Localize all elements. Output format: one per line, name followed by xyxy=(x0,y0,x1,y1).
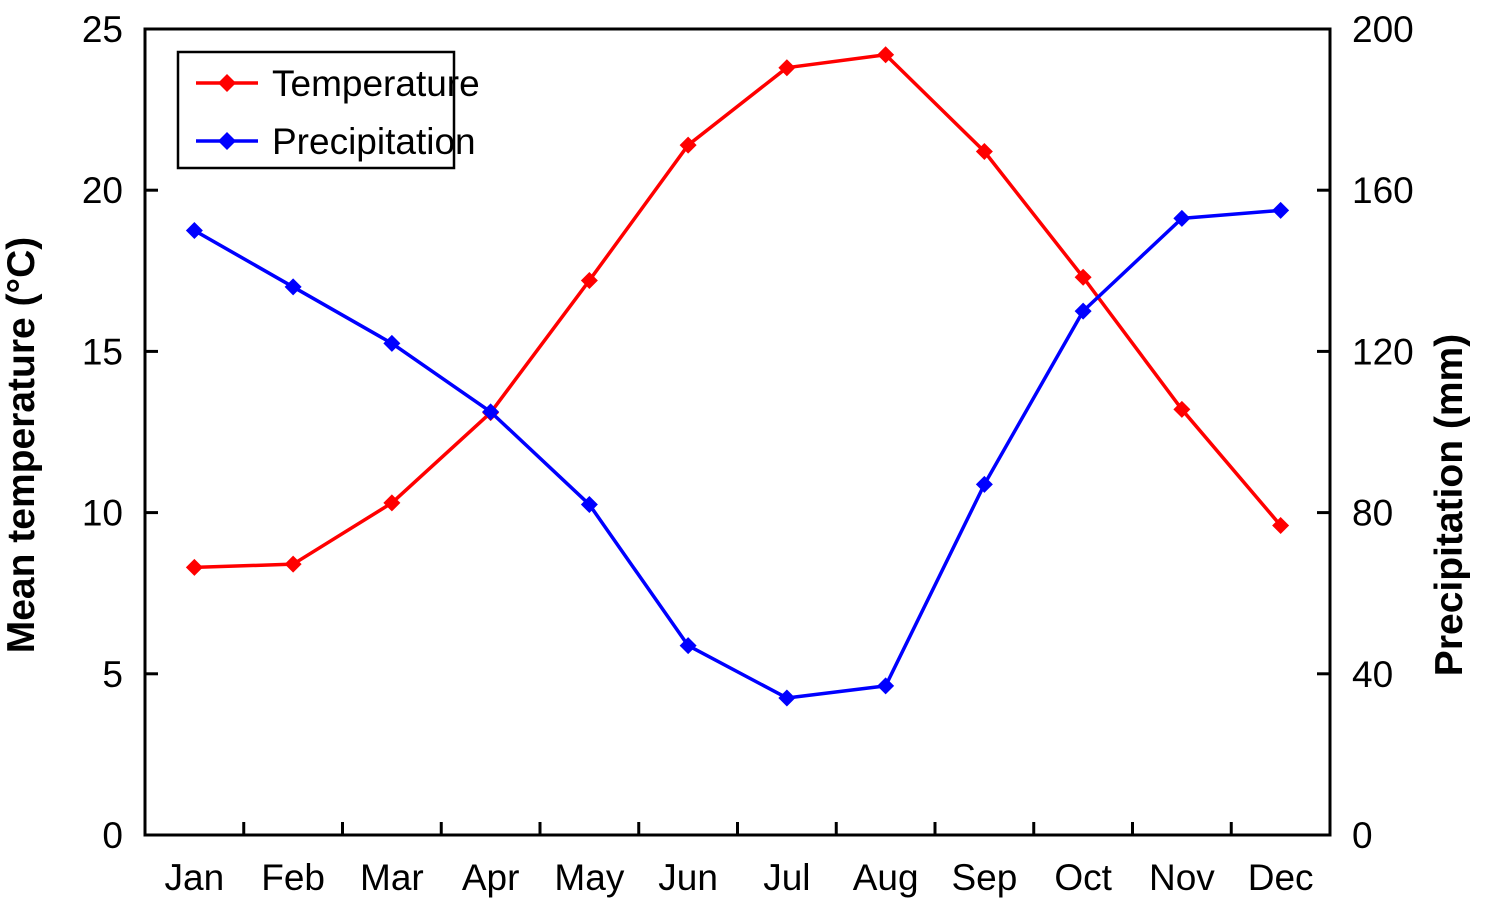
left-axis-tick-label: 5 xyxy=(102,654,123,695)
right-axis-tick-label: 40 xyxy=(1352,654,1393,695)
precipitation-marker-Jan xyxy=(185,222,203,239)
precipitation-marker-Aug xyxy=(877,677,895,695)
precipitation-marker-Apr xyxy=(482,403,500,421)
legend: Temperature Precipitation xyxy=(176,50,480,170)
right-axis-tick-label: 120 xyxy=(1352,331,1414,372)
x-axis-month-label: Oct xyxy=(1054,857,1112,898)
x-axis-month-label: Jun xyxy=(658,857,718,898)
precipitation-marker-Oct xyxy=(1074,302,1092,320)
right-axis-tick-label: 200 xyxy=(1352,9,1414,50)
legend-label-temperature: Temperature xyxy=(272,63,480,104)
precipitation-marker-Jun xyxy=(679,637,697,655)
temperature-marker-May xyxy=(580,271,598,289)
left-axis-tick-label: 15 xyxy=(82,331,123,372)
precipitation-marker-Feb xyxy=(284,278,302,296)
temperature-marker-Sep xyxy=(975,143,993,161)
right-axis-title: Precipitation (mm) xyxy=(1428,334,1471,676)
x-axis-month-label: Jan xyxy=(165,857,225,898)
x-axis-month-label: May xyxy=(554,857,624,898)
temperature-marker-Jul xyxy=(778,59,796,77)
temperature-line xyxy=(194,53,1282,570)
precipitation-marker-May xyxy=(580,496,598,514)
right-axis-tick-label: 80 xyxy=(1352,493,1393,534)
x-axis-month-label: Sep xyxy=(951,857,1017,898)
precipitation-marker-Dec xyxy=(1272,201,1290,219)
legend-label-precipitation: Precipitation xyxy=(272,121,476,162)
legend-marker-precipitation xyxy=(218,132,236,150)
legend-marker-temperature xyxy=(218,74,236,92)
temperature-marker-Nov xyxy=(1173,400,1191,418)
x-axis-month-label: Jul xyxy=(763,857,810,898)
x-axis-month-label: Aug xyxy=(853,857,919,898)
legend-item-precipitation: Precipitation xyxy=(196,121,476,162)
precipitation-marker-Mar xyxy=(383,334,401,352)
left-axis-tick-label: 10 xyxy=(82,493,123,534)
temperature-marker-Aug xyxy=(877,46,895,64)
left-axis-title: Mean temperature (°C) xyxy=(0,237,43,654)
x-axis-month-label: Apr xyxy=(462,857,520,898)
legend-item-temperature: Temperature xyxy=(196,63,480,104)
precipitation-marker-Nov xyxy=(1173,209,1191,227)
left-axis-tick-label: 20 xyxy=(82,170,123,211)
temperature-marker-Dec xyxy=(1272,516,1290,534)
left-axis-tick-label: 0 xyxy=(102,815,123,856)
right-axis-tick-label: 0 xyxy=(1352,815,1373,856)
temperature-marker-Oct xyxy=(1074,268,1092,286)
x-axis-month-label: Feb xyxy=(261,857,325,898)
left-axis-tick-label: 25 xyxy=(82,9,123,50)
x-axis-month-label: Nov xyxy=(1149,857,1215,898)
precipitation-line xyxy=(193,208,1281,700)
temperature-marker-Mar xyxy=(383,494,401,512)
precipitation-marker-Sep xyxy=(975,475,993,493)
x-axis-month-label: Dec xyxy=(1248,857,1314,898)
precipitation-marker-Jul xyxy=(778,689,796,707)
temperature-marker-Feb xyxy=(284,555,302,573)
temperature-marker-Jun xyxy=(679,136,697,154)
plot-area: 0 5 10 15 20 25 0 40 80 120 160 200 Jan Feb Mar Apr May J… xyxy=(82,9,1414,898)
right-axis-tick-label: 160 xyxy=(1352,170,1414,211)
legend-box xyxy=(176,50,456,170)
x-axis-month-label: Mar xyxy=(360,857,424,898)
temperature-marker-Jan xyxy=(185,558,203,576)
